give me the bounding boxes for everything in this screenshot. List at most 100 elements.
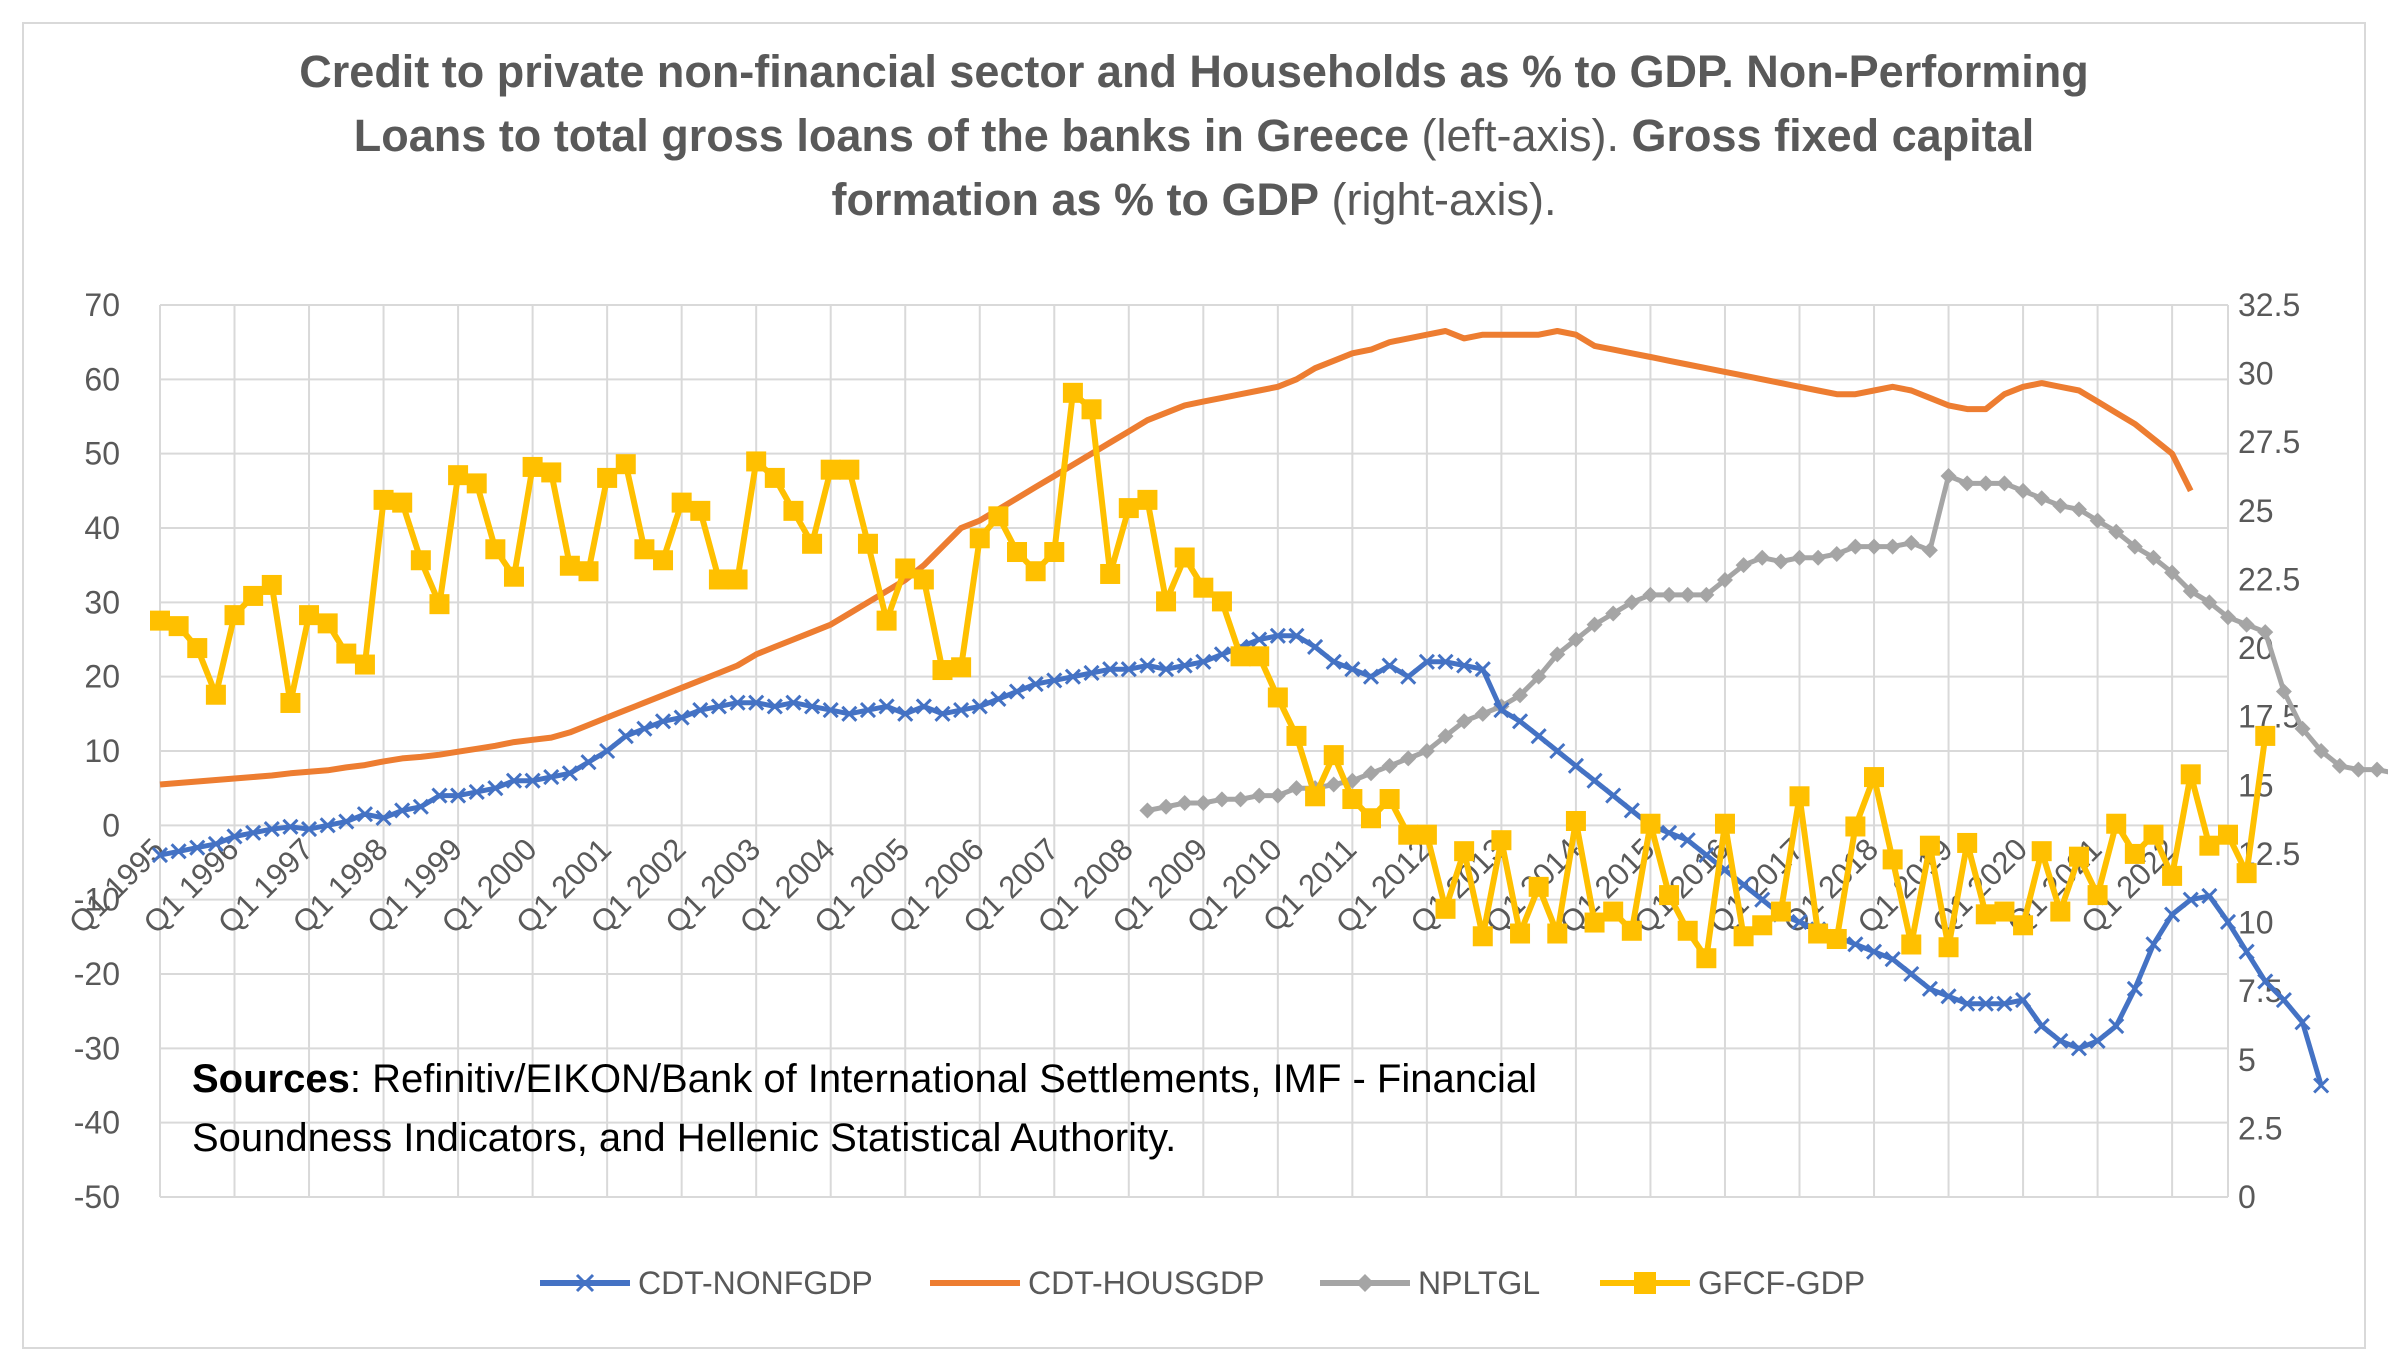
- data-point: [1362, 765, 1379, 782]
- data-point: [487, 780, 504, 797]
- data-point: [1677, 920, 1698, 941]
- data-point: [1437, 728, 1454, 745]
- data-point: [1791, 913, 1808, 931]
- data-point: [1400, 750, 1417, 767]
- data-point: [1605, 787, 1622, 804]
- data-point: [1919, 835, 1940, 856]
- data-point: [2162, 865, 2183, 886]
- y-left-tick-label: 70: [84, 287, 120, 323]
- data-point: [1959, 995, 1976, 1012]
- data-point: [1456, 657, 1473, 674]
- data-point: [1118, 498, 1139, 519]
- title-line-3: formation as % to GDP (right-axis).: [0, 168, 2388, 232]
- data-point: [2238, 943, 2255, 960]
- data-point: [1120, 661, 1137, 678]
- data-point: [1288, 780, 1305, 797]
- data-point: [2313, 1077, 2330, 1094]
- data-point: [1474, 661, 1491, 678]
- title-part-3: (left-axis).: [1409, 110, 1632, 161]
- data-point: [1530, 728, 1547, 745]
- data-point: [2238, 616, 2255, 633]
- data-point: [1213, 646, 1231, 663]
- chart-title: Credit to private non-financial sector a…: [0, 40, 2388, 232]
- legend-item-CDT-NONFGDP: CDT-NONFGDP: [540, 1265, 873, 1301]
- data-point: [820, 459, 841, 480]
- data-point: [1661, 824, 1678, 841]
- data-point: [1305, 786, 1326, 807]
- data-point: [1808, 923, 1829, 944]
- data-point: [1752, 915, 1773, 936]
- data-point: [524, 772, 541, 789]
- data-point: [1342, 789, 1363, 810]
- data-point: [2052, 497, 2069, 514]
- data-point: [617, 728, 634, 745]
- data-point: [410, 550, 431, 571]
- data-point: [317, 613, 338, 634]
- data-point: [2089, 1032, 2106, 1049]
- data-point: [300, 820, 318, 838]
- data-point: [597, 467, 618, 488]
- y-left-tick-label: 20: [84, 659, 120, 695]
- data-point: [2180, 764, 2201, 785]
- data-point: [2164, 564, 2181, 581]
- data-point: [245, 824, 262, 841]
- title-part-4: Gross fixed capital: [1631, 110, 2035, 161]
- data-point: [207, 835, 224, 852]
- data-point: [1623, 594, 1640, 611]
- data-point: [1549, 742, 1566, 760]
- legend: CDT-NONFGDP CDT-HOUSGDP NPLTGL GFCF-GDP: [540, 1265, 1865, 1301]
- data-point: [953, 702, 970, 719]
- data-point: [375, 809, 392, 826]
- data-point: [1156, 591, 1177, 612]
- data-point: [580, 754, 597, 771]
- data-point: [1083, 664, 1100, 682]
- data-point: [783, 500, 804, 521]
- legend-label: NPLTGL: [1418, 1265, 1540, 1301]
- data-point: [1735, 557, 1752, 574]
- data-point: [2369, 761, 2386, 778]
- data-point: [1696, 948, 1717, 969]
- data-point: [1642, 586, 1659, 603]
- title-part-6: (right-axis).: [1319, 174, 1557, 225]
- y-left-tick-label: -20: [74, 956, 120, 992]
- data-point: [1847, 936, 1864, 953]
- y-left-tick-label: -30: [74, 1030, 120, 1066]
- data-point: [1845, 816, 1866, 837]
- data-point: [1344, 661, 1361, 678]
- data-point: [2257, 973, 2274, 990]
- data-point: [1640, 813, 1661, 834]
- data-point: [2124, 843, 2145, 864]
- data-point: [2257, 624, 2274, 641]
- data-point: [2033, 490, 2050, 507]
- data-point: [2052, 1032, 2069, 1049]
- data-point: [802, 533, 823, 554]
- data-point: [804, 698, 821, 715]
- y-left-tick-label: 40: [84, 510, 120, 546]
- sources-note-line-1: Sources: Refinitiv/EIKON/Bank of Interna…: [192, 1057, 1537, 1101]
- data-point: [1139, 802, 1156, 819]
- data-point: [1158, 798, 1175, 815]
- y-left-tick-label: 50: [84, 436, 120, 472]
- data-point: [1491, 830, 1512, 851]
- y-left-tick-label: 60: [84, 361, 120, 397]
- data-point: [1511, 713, 1529, 730]
- data-point: [1586, 772, 1603, 789]
- data-point: [1547, 923, 1568, 944]
- data-point: [2220, 609, 2236, 626]
- data-point: [764, 467, 785, 488]
- data-point: [1474, 705, 1491, 722]
- data-point: [934, 705, 951, 722]
- data-point: [1884, 951, 1901, 968]
- data-point: [2031, 841, 2052, 862]
- legend-item-CDT-HOUSGDP: CDT-HOUSGDP: [930, 1265, 1264, 1301]
- data-point: [503, 566, 524, 587]
- data-point: [2182, 891, 2199, 908]
- y-left-tick-label: -10: [74, 882, 120, 918]
- data-point: [2236, 863, 2257, 884]
- data-point: [336, 643, 357, 664]
- y-left-tick-label: -40: [74, 1105, 120, 1141]
- data-point: [1957, 832, 1978, 853]
- data-point: [2313, 743, 2330, 759]
- y-right-tick-label: 27.5: [2238, 424, 2300, 460]
